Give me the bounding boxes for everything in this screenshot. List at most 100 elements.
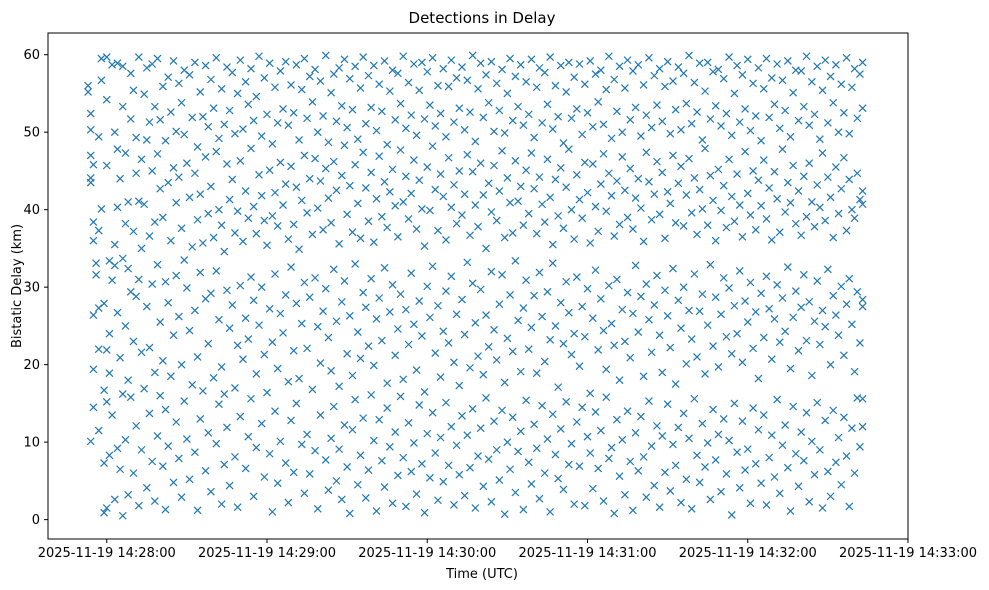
plot-frame	[47, 32, 909, 540]
detection-marker	[653, 271, 661, 280]
detection-marker	[805, 121, 814, 130]
detection-marker	[733, 448, 741, 457]
detection-marker	[431, 349, 440, 357]
detection-marker	[842, 53, 851, 62]
detection-marker	[319, 225, 328, 234]
detection-marker	[348, 105, 357, 114]
detection-marker	[409, 156, 418, 165]
detection-marker	[177, 360, 186, 369]
detection-marker	[396, 146, 405, 154]
detection-marker	[706, 260, 715, 269]
detection-marker	[615, 376, 624, 385]
detection-marker	[188, 380, 197, 389]
detection-marker	[639, 452, 648, 461]
detection-marker	[738, 417, 747, 426]
detection-marker	[415, 297, 424, 306]
detection-marker	[404, 215, 413, 223]
detection-marker	[564, 460, 573, 469]
detection-marker	[612, 107, 621, 116]
detection-marker	[118, 102, 127, 111]
detection-marker	[698, 419, 707, 428]
detection-marker	[311, 446, 320, 455]
detection-marker	[669, 151, 677, 160]
detection-marker	[126, 69, 135, 78]
detection-marker	[271, 188, 279, 197]
detection-marker	[628, 67, 637, 75]
detection-marker	[345, 509, 354, 518]
detection-marker	[524, 110, 533, 119]
detection-marker	[751, 225, 760, 234]
detection-marker	[105, 451, 114, 460]
detection-marker	[225, 106, 234, 115]
detection-marker	[698, 290, 707, 299]
detection-marker	[503, 334, 512, 343]
detection-marker	[169, 331, 178, 340]
detection-marker	[810, 110, 819, 119]
detection-marker	[164, 442, 173, 450]
detection-marker	[765, 453, 774, 462]
detection-marker	[717, 206, 725, 215]
detection-marker	[412, 490, 421, 498]
detection-marker	[858, 104, 867, 113]
detection-marker	[255, 321, 263, 330]
detection-marker	[572, 418, 581, 426]
detection-marker	[650, 301, 659, 309]
detection-marker	[265, 449, 274, 458]
detection-marker	[786, 198, 795, 207]
detection-marker	[153, 432, 162, 440]
detection-marker	[297, 85, 306, 94]
detection-marker	[452, 219, 461, 228]
detection-marker	[773, 395, 782, 404]
detection-marker	[108, 60, 117, 69]
detection-marker	[559, 224, 568, 233]
detection-marker	[188, 242, 197, 251]
detection-marker	[158, 213, 167, 222]
detection-marker	[412, 366, 421, 374]
detection-marker	[663, 57, 672, 66]
detection-marker	[305, 174, 314, 183]
detection-marker	[746, 211, 755, 220]
detection-marker	[434, 496, 442, 505]
detection-marker	[583, 284, 592, 293]
detection-marker	[799, 172, 808, 181]
detection-marker	[289, 220, 298, 229]
detection-marker	[452, 441, 461, 450]
detection-marker	[249, 492, 258, 501]
detection-marker	[634, 60, 643, 69]
detection-marker	[556, 298, 565, 307]
detection-marker	[479, 482, 488, 491]
detection-marker	[789, 161, 798, 170]
detection-marker	[799, 270, 808, 279]
detection-marker	[335, 239, 344, 248]
detection-marker	[247, 144, 255, 153]
detection-marker	[353, 135, 362, 144]
detection-marker	[642, 280, 651, 288]
detection-marker	[500, 510, 509, 519]
detection-marker	[599, 326, 608, 335]
detection-marker	[121, 435, 130, 444]
detection-marker	[578, 403, 587, 412]
detection-marker	[714, 65, 723, 74]
detection-marker	[460, 330, 469, 339]
detection-marker	[596, 294, 605, 303]
detection-marker	[612, 177, 621, 185]
detection-marker	[818, 149, 827, 158]
detection-marker	[388, 280, 397, 289]
detection-marker	[169, 478, 178, 487]
detection-marker	[193, 142, 202, 151]
detection-marker	[220, 120, 229, 129]
detection-marker	[375, 415, 384, 424]
detection-marker	[476, 424, 485, 433]
detection-marker	[145, 409, 154, 418]
detection-marker	[671, 105, 680, 114]
detection-marker	[671, 380, 680, 388]
detection-marker	[580, 80, 589, 89]
detection-marker	[562, 183, 571, 192]
detection-marker	[522, 396, 530, 405]
detection-marker	[845, 175, 854, 184]
detection-marker	[415, 401, 424, 409]
detection-marker	[535, 268, 544, 277]
detection-marker	[276, 309, 285, 318]
detection-marker	[332, 476, 341, 485]
detection-marker	[463, 431, 472, 440]
